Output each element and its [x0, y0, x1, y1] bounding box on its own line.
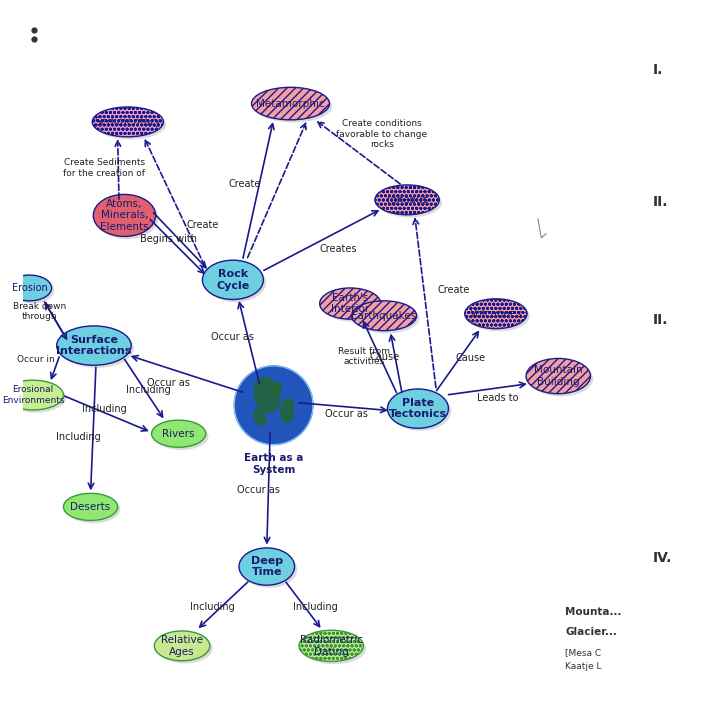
- Text: Including: Including: [56, 432, 100, 442]
- Ellipse shape: [8, 275, 51, 301]
- Text: Including: Including: [190, 602, 235, 612]
- Text: Occur as: Occur as: [147, 378, 190, 388]
- Ellipse shape: [202, 260, 263, 300]
- Ellipse shape: [205, 263, 266, 302]
- Text: Rock
Cycle: Rock Cycle: [216, 269, 249, 291]
- Text: II.: II.: [653, 195, 669, 209]
- Text: Deep
Time: Deep Time: [251, 556, 283, 577]
- Text: Cause: Cause: [370, 352, 400, 362]
- Ellipse shape: [465, 299, 527, 329]
- Text: Occur as: Occur as: [237, 485, 280, 495]
- Ellipse shape: [253, 377, 280, 413]
- Text: Create Sediments
for the creation of: Create Sediments for the creation of: [63, 158, 145, 178]
- Ellipse shape: [57, 326, 131, 365]
- Ellipse shape: [378, 187, 442, 218]
- Ellipse shape: [375, 185, 439, 215]
- Circle shape: [234, 366, 313, 444]
- Ellipse shape: [154, 631, 210, 661]
- Text: Including: Including: [81, 404, 126, 413]
- Ellipse shape: [239, 548, 295, 585]
- Text: Rivers: Rivers: [162, 429, 195, 439]
- Ellipse shape: [253, 409, 267, 426]
- Ellipse shape: [254, 90, 332, 123]
- Text: IV.: IV.: [653, 551, 673, 564]
- Text: Glacier...: Glacier...: [565, 628, 617, 637]
- Text: Create: Create: [229, 178, 261, 189]
- Text: Occur as: Occur as: [325, 409, 369, 419]
- Ellipse shape: [152, 420, 206, 447]
- Text: Relative
Ages: Relative Ages: [161, 635, 203, 656]
- Text: Kaatje L: Kaatje L: [565, 662, 602, 670]
- Text: Create: Create: [437, 285, 470, 295]
- Text: Mounta...: Mounta...: [565, 607, 621, 617]
- Text: Surface
Interactions: Surface Interactions: [56, 335, 132, 357]
- Ellipse shape: [388, 389, 449, 428]
- Ellipse shape: [95, 110, 166, 140]
- Text: Break down
through: Break down through: [13, 302, 67, 322]
- Text: Sedimentary: Sedimentary: [95, 117, 161, 127]
- Ellipse shape: [251, 87, 329, 120]
- Ellipse shape: [60, 329, 134, 368]
- Text: Mountain
Building: Mountain Building: [534, 365, 583, 387]
- Text: Creates: Creates: [319, 244, 357, 254]
- Text: Earth as a
System: Earth as a System: [244, 453, 303, 475]
- Ellipse shape: [526, 359, 590, 394]
- Text: Result from
activities: Result from activities: [338, 347, 390, 366]
- Ellipse shape: [390, 392, 451, 431]
- Ellipse shape: [66, 496, 120, 523]
- Ellipse shape: [299, 630, 364, 661]
- Ellipse shape: [154, 423, 208, 450]
- Text: Earthquakes: Earthquakes: [352, 311, 417, 321]
- Ellipse shape: [319, 288, 380, 319]
- Text: I.: I.: [653, 62, 663, 77]
- Ellipse shape: [272, 381, 282, 395]
- Text: Earth's
Interior: Earth's Interior: [331, 293, 369, 314]
- Text: Erosion: Erosion: [12, 283, 48, 293]
- Text: Atoms,
Minerals,
Elements: Atoms, Minerals, Elements: [100, 199, 149, 232]
- Ellipse shape: [93, 194, 156, 237]
- Text: Occur in: Occur in: [18, 355, 55, 364]
- Ellipse shape: [302, 633, 366, 664]
- Text: Create: Create: [186, 220, 218, 230]
- Text: II.: II.: [653, 314, 669, 328]
- Text: Leads to: Leads to: [477, 393, 518, 404]
- Ellipse shape: [241, 550, 298, 588]
- Text: Volcanoes: Volcanoes: [470, 309, 522, 319]
- Ellipse shape: [63, 494, 118, 520]
- Ellipse shape: [96, 197, 159, 239]
- Text: Erosional
Environments: Erosional Environments: [1, 385, 64, 405]
- Ellipse shape: [529, 361, 593, 397]
- Ellipse shape: [2, 380, 63, 410]
- Ellipse shape: [322, 291, 383, 322]
- Text: Deserts: Deserts: [70, 502, 111, 512]
- Text: Including: Including: [126, 385, 171, 395]
- Text: Igneous: Igneous: [387, 195, 428, 205]
- Ellipse shape: [468, 302, 530, 331]
- Ellipse shape: [352, 301, 416, 331]
- Ellipse shape: [157, 634, 213, 663]
- Ellipse shape: [11, 278, 54, 303]
- Text: Occur as: Occur as: [211, 333, 254, 343]
- Ellipse shape: [5, 383, 66, 413]
- Text: [Mesa C: [Mesa C: [565, 648, 601, 657]
- Text: Cause: Cause: [455, 353, 485, 363]
- Ellipse shape: [279, 398, 295, 423]
- Text: Create conditions
favorable to change
rocks: Create conditions favorable to change ro…: [336, 119, 428, 149]
- Text: Begins with: Begins with: [140, 234, 197, 244]
- Ellipse shape: [92, 107, 164, 137]
- Text: Radiometric
Dating: Radiometric Dating: [300, 635, 363, 656]
- Text: Metamorphic: Metamorphic: [256, 98, 325, 109]
- Text: Including: Including: [293, 602, 338, 612]
- Text: Plate
Tectonics: Plate Tectonics: [389, 398, 447, 419]
- Ellipse shape: [355, 303, 419, 333]
